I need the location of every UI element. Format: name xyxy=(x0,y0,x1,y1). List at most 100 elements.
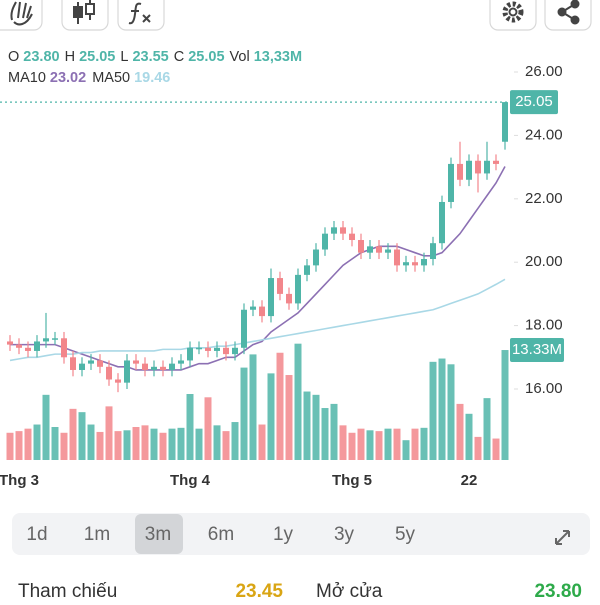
volume-bar xyxy=(321,408,329,460)
candle-body xyxy=(169,363,175,370)
candle-body xyxy=(349,233,355,241)
volume-bar xyxy=(258,424,266,460)
volume-bar xyxy=(465,413,473,460)
volume-bar xyxy=(249,354,257,460)
volume-bar xyxy=(429,361,437,460)
legend-key: MA50 xyxy=(92,70,130,86)
price-tag xyxy=(510,90,558,115)
share-icon xyxy=(570,15,580,25)
volume-tag xyxy=(510,338,564,363)
range-button[interactable]: 3y xyxy=(334,524,355,545)
volume-bar xyxy=(24,428,32,460)
volume-bar xyxy=(168,428,176,460)
range-button[interactable]: 5y xyxy=(395,524,416,545)
candle-body xyxy=(439,201,445,244)
candle-body xyxy=(97,360,103,367)
candle-body xyxy=(106,366,112,380)
volume-bar xyxy=(456,403,464,460)
candle-body xyxy=(7,341,13,345)
volume-bar xyxy=(213,425,221,460)
y-tick-label: 22.00 xyxy=(525,190,563,207)
candle-body xyxy=(448,163,454,202)
candle-body xyxy=(232,347,238,355)
legend-key: Vol xyxy=(230,49,250,65)
x-tick-label: Thg 3 xyxy=(0,472,39,489)
volume-tag-label: 13.33M xyxy=(512,341,562,358)
legend-key: MA10 xyxy=(8,70,46,86)
candle-body xyxy=(205,347,211,351)
volume-bar xyxy=(375,431,383,460)
volume-bar xyxy=(96,431,104,460)
range-button[interactable]: 3m xyxy=(145,524,171,545)
legend-value: 25.05 xyxy=(188,49,224,65)
share-icon xyxy=(570,0,580,9)
candle-body xyxy=(52,338,58,340)
share-icon xyxy=(557,7,567,17)
ma-line xyxy=(10,166,506,371)
candle-body xyxy=(313,249,319,266)
volume-bar xyxy=(348,432,356,460)
volume-bar xyxy=(60,432,68,460)
volume-bar xyxy=(285,375,293,460)
volume-bar xyxy=(132,427,140,460)
candle-body xyxy=(259,306,265,317)
candle-body xyxy=(142,363,148,370)
expand-icon[interactable] xyxy=(555,530,570,545)
plot xyxy=(6,102,509,460)
candle-body xyxy=(493,160,499,164)
legend-key: H xyxy=(65,49,75,65)
range-button[interactable]: 1y xyxy=(273,524,294,545)
fx-button[interactable] xyxy=(117,0,165,31)
range-button[interactable]: 1d xyxy=(26,524,47,545)
legend-value: 23.02 xyxy=(50,70,86,86)
gear-icon xyxy=(502,1,524,23)
legend-value: 23.80 xyxy=(23,49,59,65)
volume-bar xyxy=(312,394,320,460)
range-button[interactable]: 1m xyxy=(84,524,110,545)
volume-bar xyxy=(420,427,428,460)
volume-bar xyxy=(357,428,365,460)
volume-bar xyxy=(240,367,248,460)
range-button[interactable]: 6m xyxy=(208,524,234,545)
candle-body xyxy=(322,233,328,250)
range-selected xyxy=(135,514,183,554)
candle-body xyxy=(178,360,184,364)
candle-body xyxy=(484,160,490,174)
candle-body xyxy=(160,366,166,370)
legend-key: L xyxy=(120,49,128,65)
y-tick-label: 20.00 xyxy=(525,253,563,270)
y-tick-label: 16.00 xyxy=(525,380,563,397)
volume-bar xyxy=(159,432,167,460)
volume-bar xyxy=(483,398,491,460)
volume-bar xyxy=(114,431,122,460)
fx-icon xyxy=(128,2,151,25)
candle-body xyxy=(151,366,157,370)
candle-body xyxy=(196,347,202,350)
candle-body xyxy=(457,163,463,180)
hand-button[interactable] xyxy=(0,0,43,31)
candle-body xyxy=(421,259,427,266)
candle-body xyxy=(79,363,85,370)
volume-bar xyxy=(501,350,509,460)
info-value: 23.45 xyxy=(235,581,283,600)
legend-value: 13,33M xyxy=(254,49,302,65)
volume-bar xyxy=(294,343,302,460)
volume-bar xyxy=(78,412,86,460)
legend-value: 23.55 xyxy=(132,49,168,65)
volume-bar xyxy=(447,364,455,460)
volume-bar xyxy=(150,428,158,460)
volume-bar xyxy=(366,430,374,460)
y-tick-label: 26.00 xyxy=(525,63,563,80)
volume-bar xyxy=(105,406,113,460)
volume-bar xyxy=(204,397,212,460)
candle-body xyxy=(331,227,337,234)
volume-bar xyxy=(330,403,338,460)
price-tag-label: 25.05 xyxy=(515,93,553,110)
volume-bar xyxy=(195,428,203,460)
info-label: Tham chiếu xyxy=(18,581,117,600)
candle-body xyxy=(295,274,301,304)
info-value: 23.80 xyxy=(534,581,582,600)
candle-body xyxy=(358,240,364,253)
volume-bar xyxy=(411,428,419,460)
volume-bar xyxy=(69,408,77,460)
